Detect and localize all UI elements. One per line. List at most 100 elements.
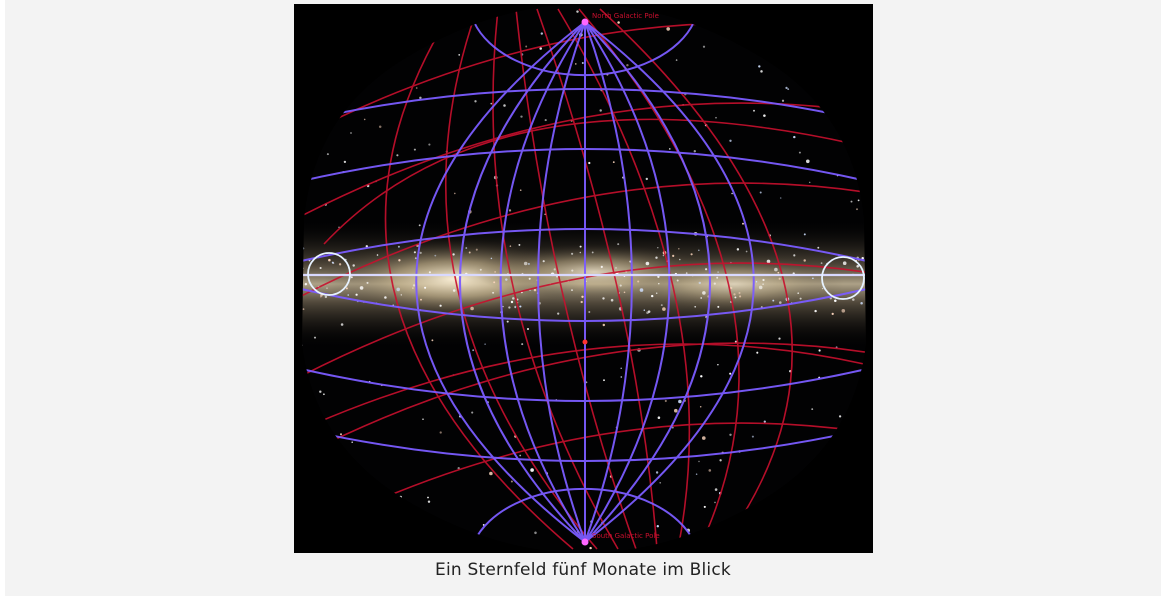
star (768, 503, 771, 506)
star (533, 288, 537, 292)
star (763, 15, 765, 17)
star (671, 426, 674, 429)
star (779, 301, 782, 304)
star (695, 473, 698, 475)
star (392, 38, 395, 41)
star (798, 151, 801, 154)
star (479, 268, 482, 271)
star (619, 284, 622, 287)
star (503, 104, 506, 107)
star (655, 471, 659, 474)
star (811, 408, 814, 411)
star (302, 308, 305, 310)
star (539, 47, 542, 50)
star (412, 287, 414, 289)
star (326, 287, 328, 289)
star (781, 99, 785, 102)
star (659, 481, 662, 484)
star (490, 257, 493, 260)
star (602, 297, 605, 300)
star (519, 454, 522, 457)
star (526, 327, 530, 331)
star (678, 247, 680, 250)
star (353, 507, 356, 510)
star (415, 87, 418, 89)
star (852, 298, 855, 301)
star (514, 306, 517, 309)
star (493, 281, 496, 284)
star (660, 304, 663, 307)
ecliptic-meridian (536, 8, 658, 550)
galactic-parallel (302, 284, 866, 322)
star (698, 460, 700, 463)
star (766, 259, 771, 264)
star (702, 291, 706, 295)
star (753, 109, 755, 112)
star (801, 80, 804, 83)
star (796, 528, 799, 531)
star (468, 251, 471, 254)
star (454, 192, 456, 195)
star (424, 286, 427, 289)
star (589, 546, 592, 550)
galactic-meridian (584, 21, 711, 543)
star (408, 5, 413, 10)
star (646, 311, 649, 314)
star (428, 271, 431, 274)
galactic-polar-circle (473, 487, 695, 543)
star (818, 349, 821, 352)
galactic-parallel (302, 364, 866, 402)
star (352, 264, 355, 267)
star (331, 261, 334, 264)
star (672, 254, 675, 257)
star (808, 181, 811, 184)
north-pole-label: North Galactic Pole (592, 12, 659, 20)
star (861, 256, 864, 260)
star (763, 420, 766, 423)
star (702, 436, 706, 440)
star (588, 161, 591, 165)
star (397, 245, 400, 248)
star (320, 296, 322, 298)
star (319, 390, 322, 393)
star (762, 278, 765, 282)
star (703, 505, 706, 508)
star (612, 161, 615, 163)
right-field-circle (821, 256, 865, 300)
ecliptic-meridian (492, 8, 619, 550)
star (777, 54, 781, 58)
star (643, 309, 646, 311)
star (708, 469, 712, 472)
star (758, 285, 763, 290)
star (312, 494, 315, 496)
galactic-grid (302, 21, 866, 543)
star (506, 320, 509, 323)
star (814, 309, 817, 313)
star (297, 258, 299, 260)
star (512, 297, 515, 300)
star (308, 167, 310, 169)
star (655, 292, 658, 294)
star (396, 154, 399, 157)
star (719, 459, 722, 462)
star (698, 249, 700, 251)
star (838, 415, 842, 418)
star (620, 376, 623, 378)
star (729, 433, 732, 437)
star (658, 282, 660, 285)
star (324, 295, 328, 299)
star (427, 500, 431, 503)
star (304, 282, 308, 286)
star (472, 349, 475, 352)
star (465, 550, 468, 553)
galactic-meridian (459, 21, 586, 543)
star (579, 245, 582, 248)
star (571, 289, 573, 292)
star (508, 209, 512, 212)
star (669, 148, 671, 150)
star (821, 501, 823, 504)
star (841, 309, 846, 313)
star (694, 305, 697, 308)
star (678, 399, 682, 404)
star (557, 312, 560, 315)
